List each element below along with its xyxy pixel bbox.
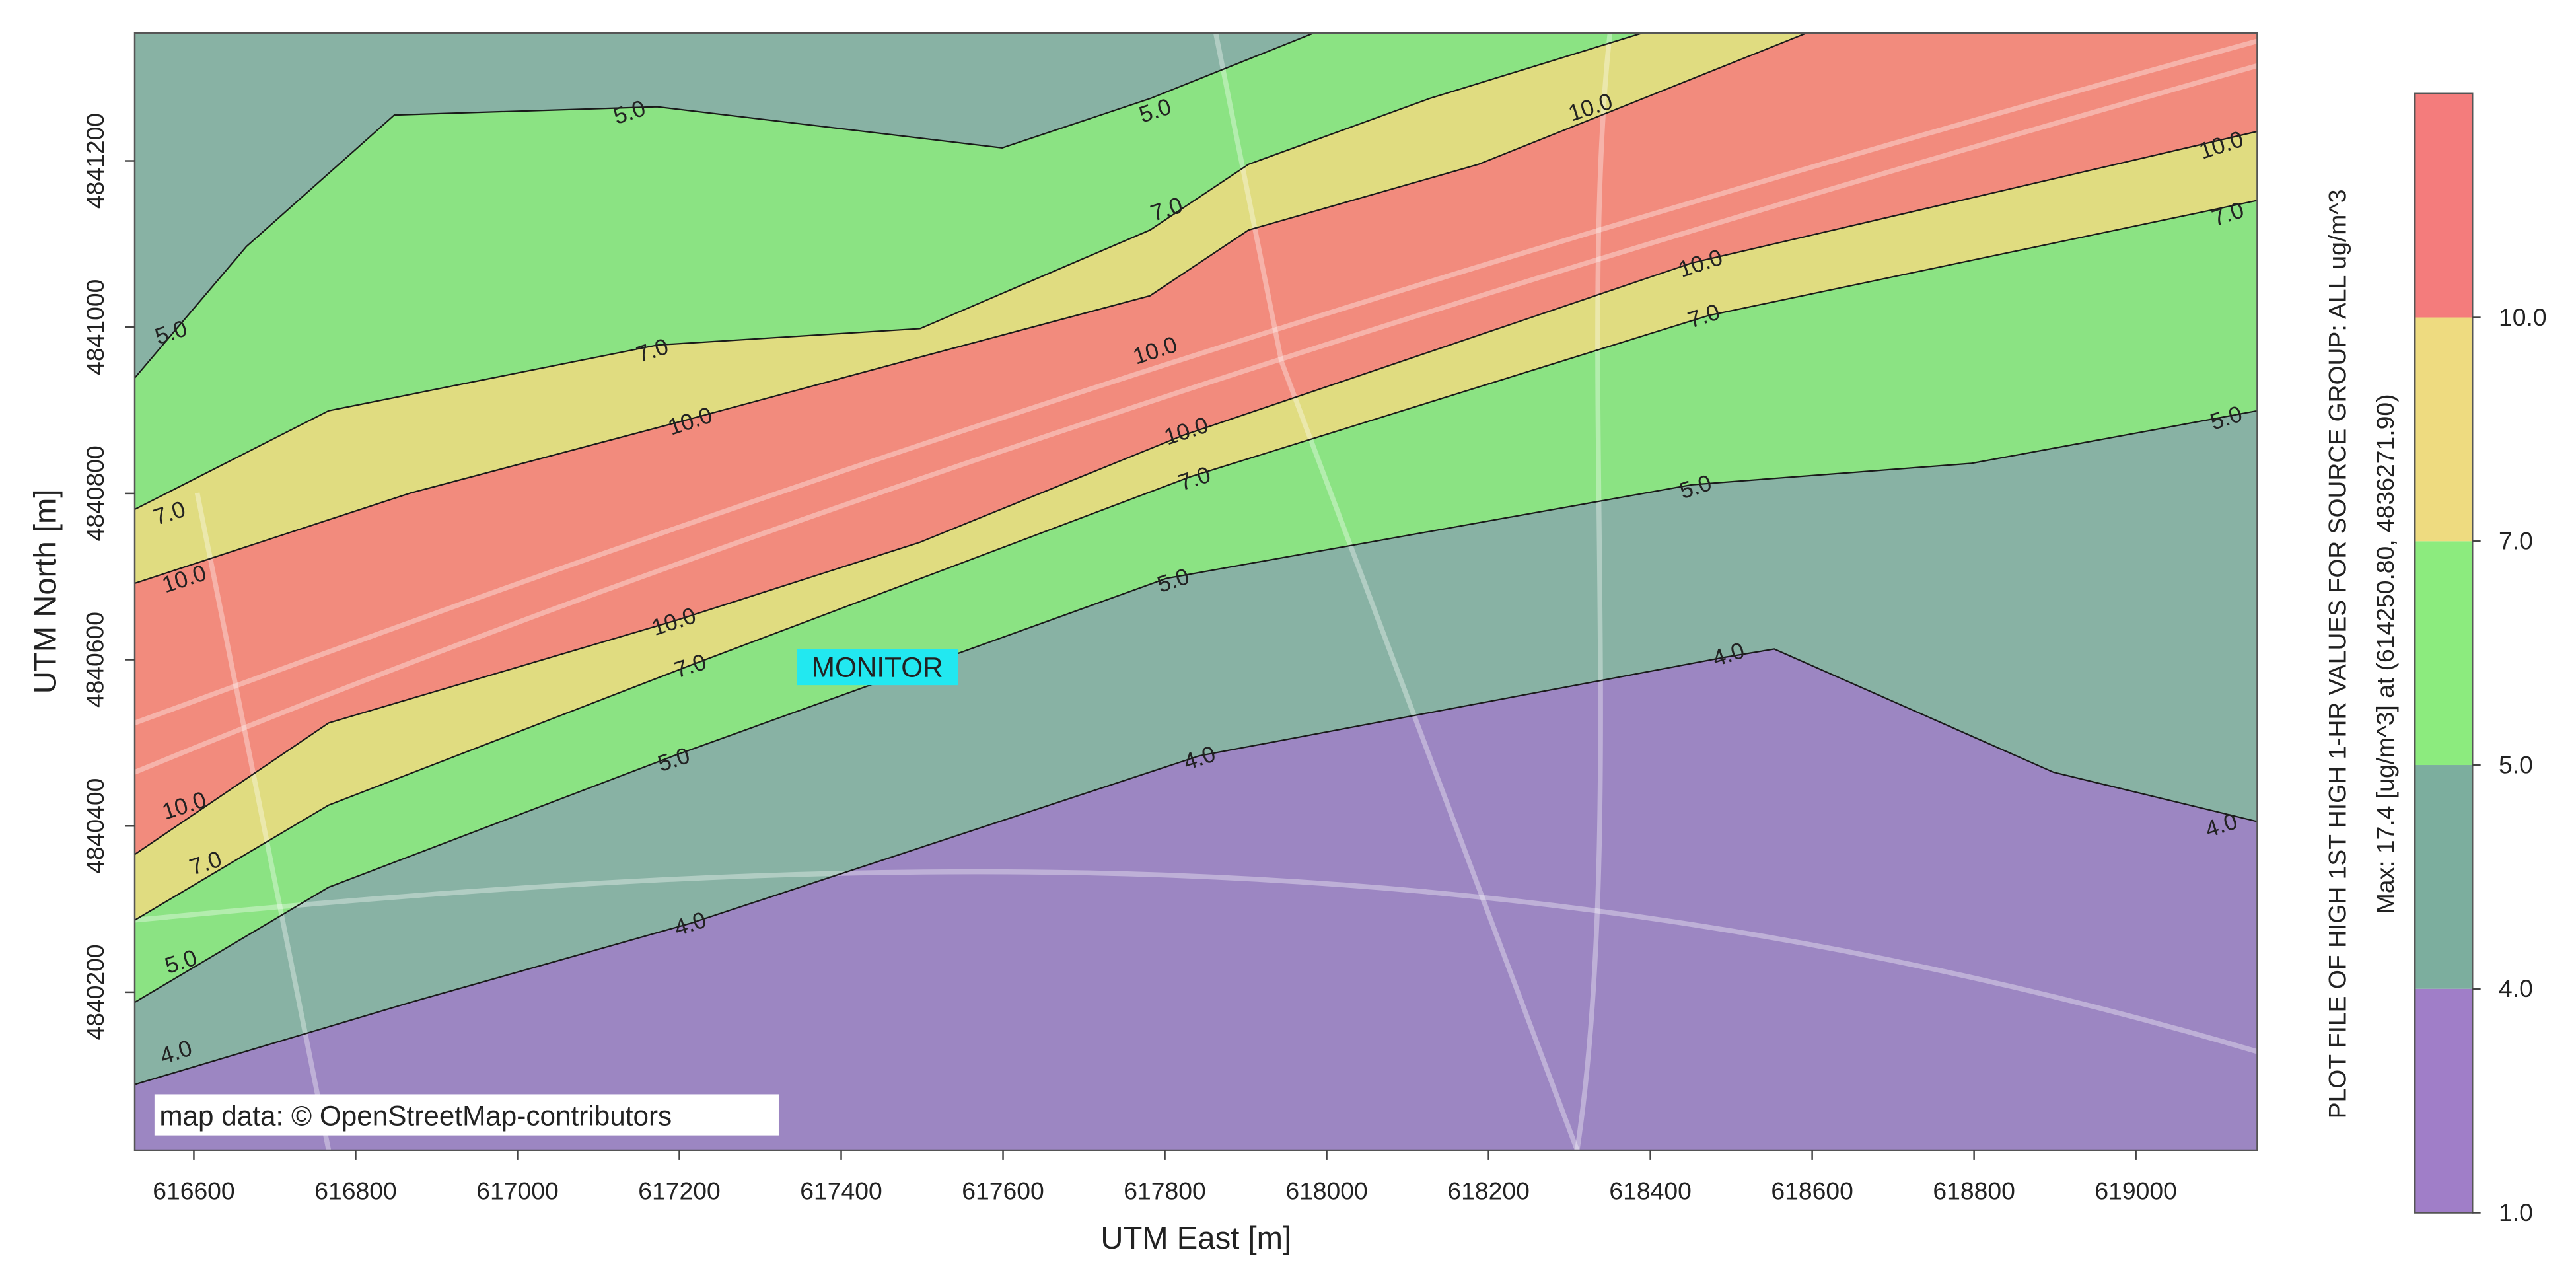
x-tick-label: 618600 [1771, 1177, 1853, 1205]
x-tick-label: 617200 [638, 1177, 720, 1205]
contour-line [135, 410, 2258, 1004]
y-axis-label: UTM North [m] [28, 489, 63, 694]
colorbar-title: PLOT FILE OF HIGH 1ST HIGH 1-HR VALUES F… [2324, 189, 2351, 1118]
contour-lines [135, 32, 2258, 1085]
x-tick-label: 618400 [1609, 1177, 1691, 1205]
map-roads [135, 32, 2258, 1151]
x-tick-label: 617400 [800, 1177, 882, 1205]
y-tick-label: 4840600 [81, 612, 109, 708]
y-tick-label: 4841200 [81, 113, 109, 209]
x-tick-label: 617800 [1124, 1177, 1205, 1205]
contour-regions [135, 32, 2258, 1151]
y-tick-label: 4840400 [81, 778, 109, 874]
plot-frame [133, 32, 2258, 1151]
colorbar-band [2415, 541, 2473, 766]
x-tick-label: 616800 [314, 1177, 396, 1205]
monitor-label: MONITOR [812, 652, 943, 683]
colorbar-max: Max: 17.4 [ug/m^3] at (614250.80, 483627… [2371, 394, 2399, 914]
colorbar-tick-label: 1.0 [2499, 1198, 2533, 1226]
contour-line [135, 200, 2258, 921]
region-below-4 [135, 649, 2258, 1151]
x-tick-label: 618000 [1285, 1177, 1367, 1205]
y-tick-label: 4840200 [81, 944, 109, 1040]
x-tick-label: 617600 [962, 1177, 1044, 1205]
region-above-10 [135, 32, 2258, 855]
colorbar-band [2415, 93, 2473, 318]
contour-line [135, 130, 2258, 856]
colorbar-band [2415, 765, 2473, 989]
x-axis-label: UTM East [m] [1100, 1221, 1291, 1256]
colorbar-band [2415, 988, 2473, 1213]
contour-line [135, 648, 2258, 1085]
contour-line [135, 32, 1808, 585]
colorbar-frame [2414, 92, 2474, 1214]
colorbar-band [2415, 317, 2473, 542]
colorbar-tick-label: 7.0 [2499, 527, 2533, 555]
colorbar-tick-label: 5.0 [2499, 750, 2533, 778]
attribution-box [154, 1094, 779, 1136]
x-tick-label: 616600 [153, 1177, 234, 1205]
attribution: map data: © OpenStreetMap-contributors [159, 1101, 672, 1132]
colorbar-tick-label: 4.0 [2499, 974, 2533, 1002]
x-tick-label: 618200 [1447, 1177, 1529, 1205]
x-tick-label: 619000 [2094, 1177, 2176, 1205]
monitor-box [797, 649, 958, 686]
x-tick-label: 618800 [1933, 1177, 2015, 1205]
y-tick-label: 4841000 [81, 279, 109, 375]
y-tick-label: 4840800 [81, 445, 109, 541]
x-tick-label: 617000 [476, 1177, 558, 1205]
contour-line [135, 32, 1315, 379]
colorbar-tick-label: 10.0 [2499, 303, 2547, 331]
contour-line [135, 32, 1643, 511]
